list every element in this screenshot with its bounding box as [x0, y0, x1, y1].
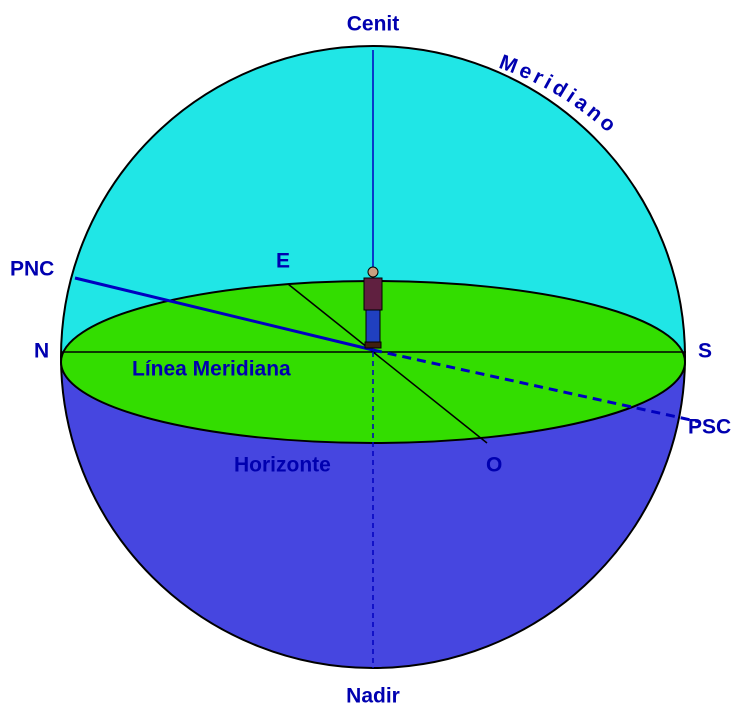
south-celestial-pole-label: PSC	[688, 416, 731, 439]
observer	[363, 266, 383, 349]
north-celestial-pole-label: PNC	[10, 258, 54, 281]
polar-axis-hidden	[372, 348, 701, 424]
east-west-line	[287, 283, 488, 444]
horizon-label: Horizonte	[234, 454, 331, 477]
zenith-label: Cenit	[347, 13, 400, 36]
nadir-label: Nadir	[346, 685, 400, 708]
polar-axis	[74, 276, 374, 352]
meridian-line-label: Línea Meridiana	[132, 358, 291, 381]
north-label: N	[34, 340, 49, 363]
south-label: S	[698, 340, 712, 363]
west-label: O	[486, 454, 502, 477]
east-label: E	[276, 250, 290, 273]
